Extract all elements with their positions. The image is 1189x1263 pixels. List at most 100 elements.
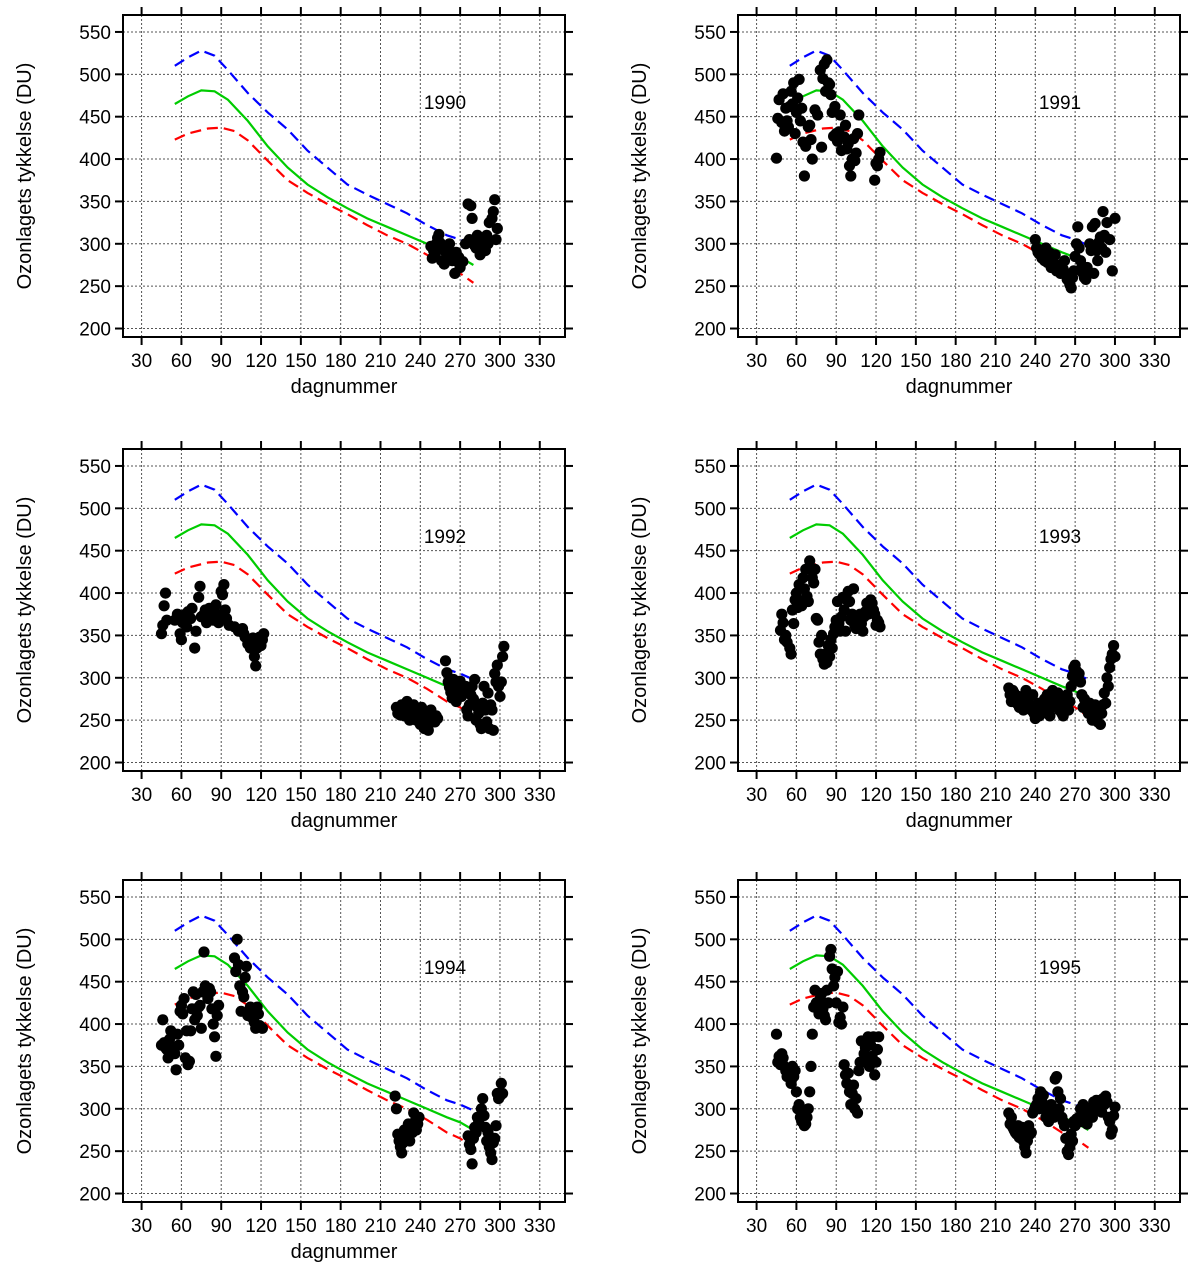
y-tick-label: 450 [694, 973, 726, 994]
x-tick-label: 210 [980, 785, 1012, 806]
data-point [231, 933, 243, 945]
data-point [824, 78, 836, 91]
year-label: 1992 [424, 527, 466, 548]
x-tick-label: 210 [365, 351, 397, 372]
data-point [1109, 651, 1121, 663]
data-point [439, 655, 452, 667]
panel-1994: 30 60 90 120 150 180 210 240 270 300 330 200 250 300 3… [14, 872, 573, 1263]
data-point [239, 971, 251, 984]
y-tick-label: 350 [79, 626, 111, 647]
x-tick-label: 150 [285, 1216, 317, 1237]
data-point [794, 115, 807, 127]
y-tick-label: 350 [694, 626, 726, 647]
y-tick-label: 200 [79, 1185, 111, 1206]
x-tick-label: 210 [980, 1216, 1012, 1237]
data-point [433, 228, 445, 241]
y-tick-label: 500 [694, 499, 726, 520]
data-point [873, 1031, 885, 1043]
data-point [812, 109, 824, 121]
data-point [250, 660, 262, 672]
plot-frame [122, 879, 566, 1203]
y-tick-label: 350 [79, 1057, 111, 1078]
x-axis-title: dagnummer [906, 810, 1013, 832]
data-point [869, 1069, 881, 1081]
data-point [805, 1060, 817, 1072]
data-point [1037, 1089, 1049, 1101]
data-point [806, 1028, 818, 1040]
data-point [1106, 265, 1118, 277]
upper-reference-curve [789, 914, 1089, 1112]
x-tick-label: 60 [171, 1216, 192, 1237]
x-tick-label: 120 [860, 351, 892, 372]
data-point [240, 960, 252, 973]
data-point [1051, 1071, 1063, 1083]
data-point [193, 591, 205, 603]
data-point [1058, 255, 1071, 267]
x-tick-label: 90 [826, 1216, 847, 1237]
data-point [1062, 704, 1075, 716]
x-tick-label: 300 [484, 785, 516, 806]
data-point [467, 693, 479, 705]
x-tick-label: 120 [860, 785, 892, 806]
x-tick-label: 240 [1019, 1216, 1051, 1237]
x-tick-label: 30 [131, 351, 152, 372]
data-point [157, 1014, 169, 1026]
data-point [482, 687, 494, 699]
data-point [835, 1018, 848, 1030]
x-tick-label: 240 [1019, 785, 1051, 806]
data-point [491, 222, 503, 235]
y-tick-label: 450 [79, 108, 111, 129]
data-point [826, 642, 838, 654]
data-point [796, 102, 808, 114]
data-point [466, 212, 478, 224]
x-tick-label: 180 [940, 1216, 972, 1237]
data-point [851, 1107, 864, 1119]
y-axis-title: Ozonlagets tykkelse (DU) [14, 63, 36, 290]
y-tick-label: 350 [79, 192, 111, 213]
data-point [869, 174, 881, 186]
panel-1993: 30 60 90 120 150 180 210 240 270 300 330 200 250 300 3… [629, 441, 1188, 832]
data-point [821, 54, 833, 66]
data-point [1108, 1110, 1120, 1122]
data-point [191, 1010, 203, 1022]
x-tick-label: 180 [325, 1216, 357, 1237]
data-point [1092, 255, 1104, 267]
lower-reference-curve [789, 991, 1090, 1149]
y-tick-label: 550 [79, 23, 111, 44]
data-point [489, 194, 501, 206]
data-point [155, 628, 168, 640]
panel-1990: 30 60 90 120 150 180 210 240 270 300 330 200 250 300 3… [14, 7, 573, 398]
x-tick-label: 300 [484, 351, 516, 372]
data-point [809, 563, 821, 575]
data-point [465, 1143, 477, 1156]
data-point [870, 1056, 882, 1068]
data-point [874, 621, 886, 633]
x-tick-label: 210 [980, 351, 1012, 372]
data-point [422, 724, 434, 736]
x-axis-title: dagnummer [291, 376, 398, 398]
x-tick-label: 270 [444, 785, 476, 806]
data-point [847, 583, 860, 595]
plot-area [770, 914, 1121, 1161]
data-point [169, 1048, 181, 1060]
x-axis-title: dagnummer [291, 1241, 398, 1263]
gridlines [738, 880, 1180, 1202]
y-tick-label: 200 [79, 320, 111, 341]
data-point [834, 109, 846, 121]
x-tick-label: 150 [285, 785, 317, 806]
data-point [413, 1111, 425, 1123]
x-tick-label: 30 [746, 1216, 767, 1237]
data-point [1064, 695, 1076, 708]
y-tick-label: 450 [694, 108, 726, 129]
data-point [770, 1028, 783, 1040]
gridlines [738, 449, 1180, 771]
data-point [1102, 680, 1114, 692]
x-tick-label: 150 [900, 351, 932, 372]
data-point [216, 589, 229, 601]
data-point [792, 92, 804, 104]
data-point [802, 1103, 814, 1115]
data-point [1104, 662, 1116, 674]
upper-reference-curve [174, 483, 474, 681]
y-tick-label: 250 [694, 1142, 726, 1163]
x-tick-label: 150 [900, 1216, 932, 1237]
